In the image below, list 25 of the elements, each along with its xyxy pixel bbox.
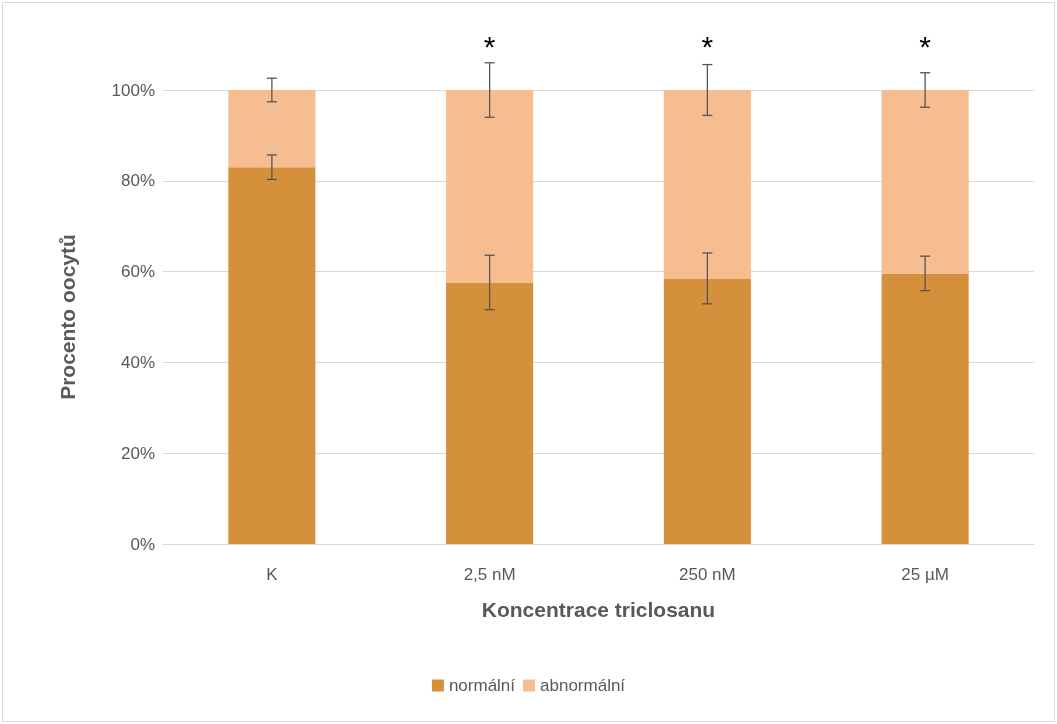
y-tick-label: 0% bbox=[130, 534, 155, 554]
bar bbox=[881, 273, 969, 544]
y-tick-label: 20% bbox=[120, 443, 155, 463]
bar bbox=[881, 90, 969, 274]
y-tick-label: 60% bbox=[120, 262, 155, 282]
x-tick-label: 25 µM bbox=[901, 565, 949, 584]
x-tick-label: 2,5 nM bbox=[463, 565, 516, 584]
y-tick-label: 80% bbox=[120, 171, 155, 191]
bar bbox=[228, 90, 316, 168]
bar bbox=[663, 278, 751, 544]
text: * bbox=[483, 29, 496, 63]
bar bbox=[446, 90, 534, 283]
bar bbox=[663, 90, 751, 279]
x-tick-label: 250 nM bbox=[679, 565, 736, 584]
x-tick-label: K bbox=[266, 565, 279, 584]
y-axis-title: Procento oocytů bbox=[56, 234, 79, 400]
bar bbox=[446, 282, 534, 544]
text: * bbox=[919, 29, 932, 63]
text: * bbox=[701, 29, 714, 63]
legend-label: abnormální bbox=[540, 676, 626, 695]
legend-label: normální bbox=[448, 676, 516, 695]
y-tick-label: 40% bbox=[120, 352, 155, 372]
y-tick-label: 100% bbox=[111, 80, 155, 100]
x-axis-title: Koncentrace triclosanu bbox=[481, 598, 716, 621]
bar bbox=[228, 167, 316, 544]
